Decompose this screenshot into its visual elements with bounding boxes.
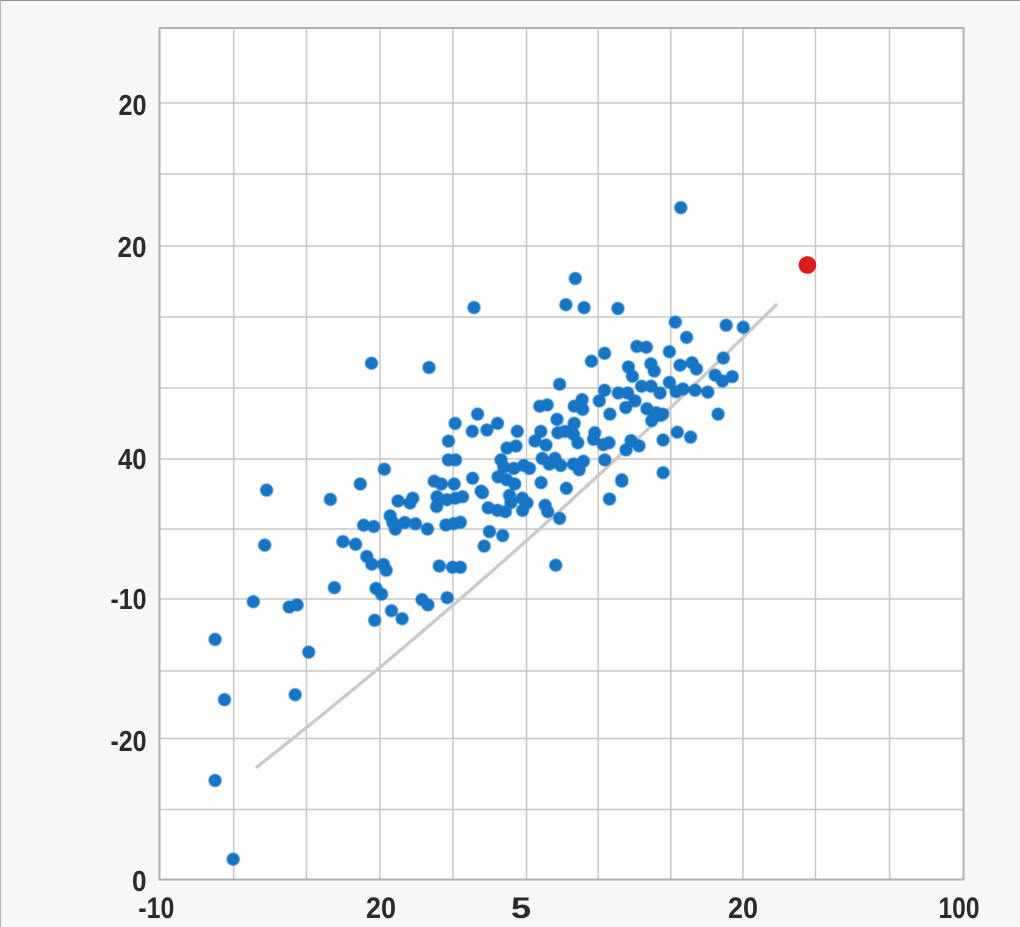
svg-text:40: 40 (118, 444, 147, 476)
svg-text:-20: -20 (111, 726, 147, 758)
svg-text:20: 20 (119, 90, 147, 122)
svg-text:20: 20 (728, 892, 758, 925)
svg-text:-10: -10 (138, 892, 174, 925)
svg-text:0: 0 (132, 866, 147, 898)
svg-text:-10: -10 (111, 584, 147, 616)
svg-text:20: 20 (366, 892, 396, 925)
svg-text:100: 100 (939, 892, 980, 925)
svg-text:20: 20 (118, 232, 147, 264)
svg-text:5: 5 (511, 892, 531, 925)
